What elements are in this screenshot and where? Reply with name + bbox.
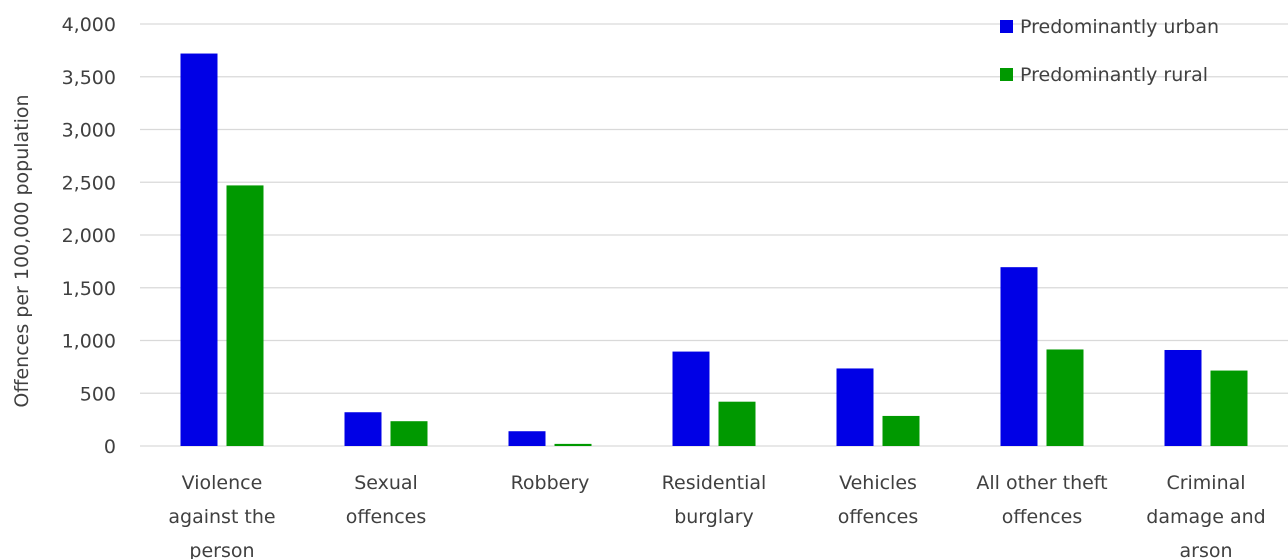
x-category-label: offences <box>1002 506 1082 528</box>
legend-swatch <box>1000 68 1013 81</box>
bar-urban <box>508 431 546 446</box>
bar-urban <box>1000 267 1038 446</box>
bar-urban <box>344 412 382 446</box>
x-category-label: burglary <box>674 506 754 528</box>
bar-urban <box>672 351 710 446</box>
x-category-label: against the <box>168 506 275 528</box>
x-category-label: offences <box>838 506 918 528</box>
bar-rural <box>1210 370 1248 446</box>
legend-label: Predominantly rural <box>1020 64 1208 86</box>
x-category-label: Robbery <box>511 472 590 494</box>
x-category-label: Sexual <box>354 472 418 494</box>
x-category-label: All other theft <box>976 472 1107 494</box>
y-tick-label: 3,500 <box>62 67 116 89</box>
x-category-label: Violence <box>182 472 263 494</box>
bar-urban <box>180 53 218 446</box>
x-category-label: Vehicles <box>839 472 917 494</box>
bar-rural <box>1046 349 1084 446</box>
y-tick-label: 500 <box>80 383 116 405</box>
bar-rural <box>226 185 264 447</box>
y-tick-label: 3,000 <box>62 120 116 142</box>
x-category-label: Residential <box>662 472 767 494</box>
y-tick-label: 2,500 <box>62 172 116 194</box>
y-tick-label: 1,000 <box>62 331 116 353</box>
legend-swatch <box>1000 20 1013 33</box>
x-category-label: arson <box>1179 540 1232 559</box>
bar-rural <box>554 443 592 446</box>
bar-rural <box>882 415 920 446</box>
bar-urban <box>836 368 874 446</box>
x-category-label: Criminal <box>1166 472 1245 494</box>
x-category-label: person <box>189 540 254 559</box>
bar-rural <box>718 401 756 446</box>
legend-label: Predominantly urban <box>1020 16 1219 38</box>
y-tick-label: 1,500 <box>62 278 116 300</box>
x-category-label: offences <box>346 506 426 528</box>
bar-rural <box>390 421 428 446</box>
y-axis-title: Offences per 100,000 population <box>11 94 33 407</box>
y-tick-label: 2,000 <box>62 225 116 247</box>
x-category-label: damage and <box>1146 506 1265 528</box>
bar-urban <box>1164 349 1202 446</box>
y-tick-label: 4,000 <box>62 14 116 36</box>
y-tick-label: 0 <box>104 436 116 458</box>
